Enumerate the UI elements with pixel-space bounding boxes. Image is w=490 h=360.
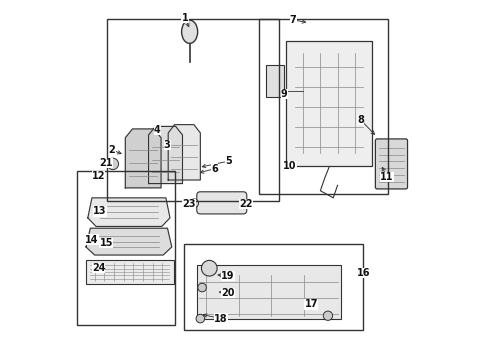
Text: 7: 7 [290,15,296,25]
Polygon shape [148,126,182,184]
FancyBboxPatch shape [375,139,408,189]
Text: 8: 8 [357,115,364,125]
Text: 17: 17 [305,299,318,309]
Ellipse shape [182,20,197,43]
Text: 9: 9 [281,89,288,99]
Circle shape [201,260,217,276]
Bar [184,244,363,330]
Text: 6: 6 [211,163,218,174]
Text: 24: 24 [92,263,105,273]
Text: 21: 21 [99,158,113,168]
Circle shape [198,283,206,292]
Text: 13: 13 [93,206,106,216]
Bar [286,41,372,166]
Text: 16: 16 [357,268,370,278]
Circle shape [107,158,119,170]
Bar [77,171,175,325]
Text: 2: 2 [109,145,116,155]
Bar [259,19,388,194]
Text: 5: 5 [225,156,232,166]
Text: 23: 23 [182,199,196,209]
Bar [267,65,284,97]
Text: 19: 19 [221,271,235,281]
Text: 4: 4 [154,125,161,135]
Text: 3: 3 [164,140,171,150]
Text: 10: 10 [283,161,296,171]
Circle shape [190,199,198,207]
Circle shape [323,311,333,320]
Circle shape [196,314,205,323]
Polygon shape [125,129,161,188]
Text: 14: 14 [85,235,99,245]
Text: 11: 11 [380,172,393,182]
Polygon shape [168,125,200,180]
Text: 15: 15 [99,238,113,248]
FancyBboxPatch shape [197,192,247,214]
Text: 1: 1 [182,13,188,23]
Text: 12: 12 [92,171,105,181]
Polygon shape [88,198,170,226]
Bar [197,265,342,319]
Polygon shape [86,228,172,255]
Bar [86,260,173,284]
Text: 20: 20 [221,288,235,298]
Bar [107,19,279,202]
Text: 18: 18 [214,314,228,324]
Text: 22: 22 [239,199,252,209]
